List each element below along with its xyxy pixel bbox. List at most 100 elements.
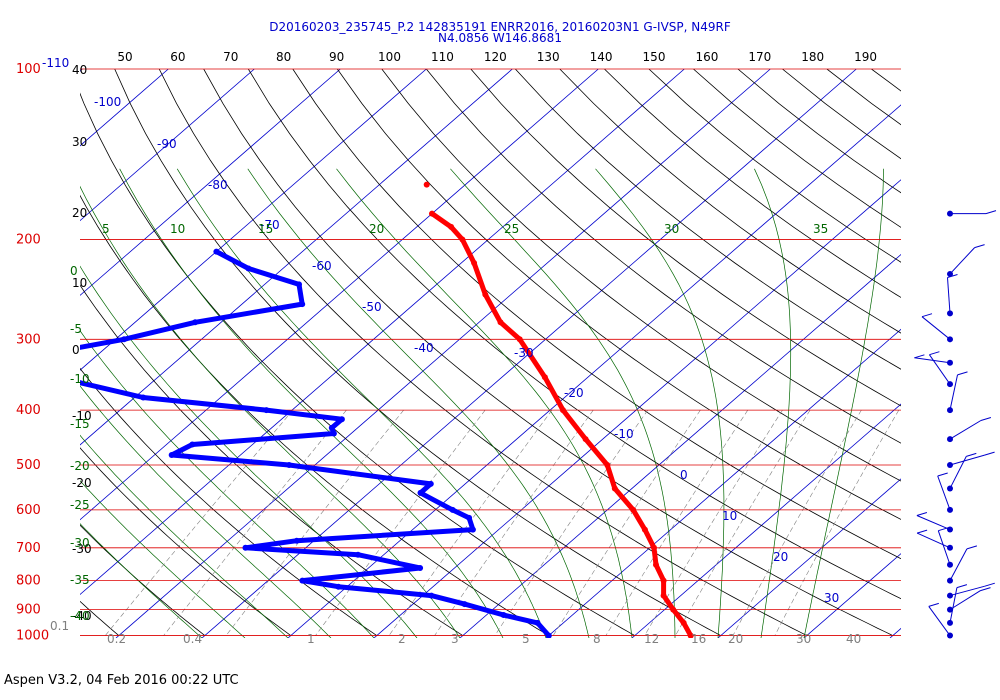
mixing-ratio-label: 2 (398, 632, 406, 646)
top-scale-label: 70 (223, 50, 238, 64)
wind-barb-shaft (949, 456, 967, 489)
dewpoint-profile-point (192, 319, 199, 326)
dewpoint-profile (80, 249, 552, 638)
temperature-tick-label: 20 (72, 206, 87, 220)
dry-adiabat-line (381, 69, 901, 482)
temperature-tick-label: -30 (72, 542, 92, 556)
moist-adiabat-label: 5 (102, 222, 110, 236)
dry-adiabat-line (292, 69, 901, 560)
temperature-profile-point (429, 210, 435, 217)
temperature-profile-point (448, 223, 455, 230)
dewpoint-profile-point (449, 506, 456, 513)
wind-barb-flag (921, 313, 933, 318)
isotherm-label: -30 (514, 346, 534, 360)
mixing-ratio-label: 20 (728, 632, 743, 646)
top-scale-label: 90 (329, 50, 344, 64)
isotherm-line (80, 69, 255, 222)
left-green-label: -30 (70, 536, 90, 550)
wind-barb-flag (914, 354, 925, 359)
pressure-tick-label: 300 (16, 332, 41, 347)
moist-adiabat-line (247, 168, 590, 638)
temperature-tick-label: 10 (72, 276, 87, 290)
dewpoint-profile-point (168, 452, 175, 458)
mixing-ratio-label: 8 (593, 632, 601, 646)
dry-adiabat-line (826, 69, 901, 126)
moist-adiabat-label: 25 (504, 222, 519, 236)
dewpoint-profile-point (293, 537, 300, 544)
left-green-label: -10 (70, 372, 90, 386)
isotherm-label: 10 (722, 509, 737, 523)
isotherm-line (631, 403, 901, 638)
dewpoint-profile-point (417, 489, 424, 496)
isotherm-label: -10 (614, 427, 634, 441)
mixing-ratio-label: 12 (644, 632, 659, 646)
isotherm-line (889, 627, 901, 638)
mixing-ratio-label: 16 (691, 632, 706, 646)
dewpoint-profile-point (56, 348, 62, 354)
wind-barb-flag (957, 371, 968, 376)
dry-adiabat-line (336, 69, 901, 520)
wind-barb-flag (956, 584, 968, 589)
pressure-tick-label: 200 (16, 233, 41, 248)
top-extra-label: -110 (42, 56, 69, 70)
mixing-ratio-line (732, 409, 862, 636)
temperature-tick-label: 30 (72, 135, 87, 149)
left-green-label: -20 (70, 459, 90, 473)
temperature-profile-point (471, 260, 478, 266)
left-green-label: -5 (70, 322, 82, 336)
pressure-tick-label: 100 (16, 62, 41, 77)
wind-barb-flag (984, 451, 995, 456)
left-green-label: -35 (70, 573, 90, 587)
dewpoint-profile-point (140, 394, 147, 401)
moist-adiabat-line (754, 168, 792, 638)
pressure-tick-label: 600 (16, 503, 41, 518)
wind-barb-flag (980, 417, 992, 421)
isotherm-label: 20 (773, 550, 788, 564)
dry-adiabat-line (693, 69, 901, 228)
dewpoint-profile-point (189, 441, 196, 448)
wind-barb-flag (916, 529, 928, 534)
top-scale-label: 100 (378, 50, 401, 64)
wind-barb-shaft (916, 532, 951, 549)
dry-adiabat-line (782, 69, 901, 160)
moist-adiabat-line (80, 265, 418, 638)
temperature-profile-point (516, 336, 523, 343)
dewpoint-profile-point (299, 301, 306, 308)
moist-adiabat-line (80, 434, 289, 638)
moist-adiabat-label: 30 (664, 222, 679, 236)
wind-barb-shaft (928, 354, 951, 385)
top-scale-label: 140 (590, 50, 613, 64)
moist-adiabat-line (80, 523, 203, 638)
wind-barb-flag (928, 602, 939, 607)
isotherm-label: -40 (414, 341, 434, 355)
isotherm-label: -80 (208, 178, 228, 192)
dewpoint-profile-point (213, 248, 220, 255)
wind-barb-flag (966, 452, 977, 457)
wind-barb-flag (938, 527, 949, 532)
isotherm-line (80, 69, 83, 72)
left-green-label: -25 (70, 498, 90, 512)
moist-adiabat-line (80, 480, 246, 638)
isotherm-line (459, 253, 901, 638)
dewpoint-profile-point (299, 577, 306, 584)
left-green-label: -40 (70, 609, 90, 623)
dry-adiabat-line (114, 69, 721, 636)
temperature-profile-point (497, 319, 504, 326)
dewpoint-profile-point (39, 371, 45, 377)
top-scale-label: 180 (801, 50, 824, 64)
wind-barb-flag (929, 351, 940, 356)
dewpoint-profile-point (469, 526, 476, 533)
dewpoint-profile-point (428, 592, 435, 599)
wind-barb-shaft (928, 606, 951, 636)
temperature-profile-point (670, 606, 677, 613)
top-scale-label: 60 (170, 50, 185, 64)
top-scale-label: 110 (431, 50, 454, 64)
wind-barb-shaft (916, 515, 951, 531)
dewpoint-profile-point (461, 601, 468, 608)
wind-barb-shaft (947, 277, 951, 314)
moist-adiabat-line (80, 330, 375, 638)
wind-barb-flag (985, 210, 997, 215)
dry-adiabat-line (80, 524, 206, 636)
top-scale-label: 120 (484, 50, 507, 64)
